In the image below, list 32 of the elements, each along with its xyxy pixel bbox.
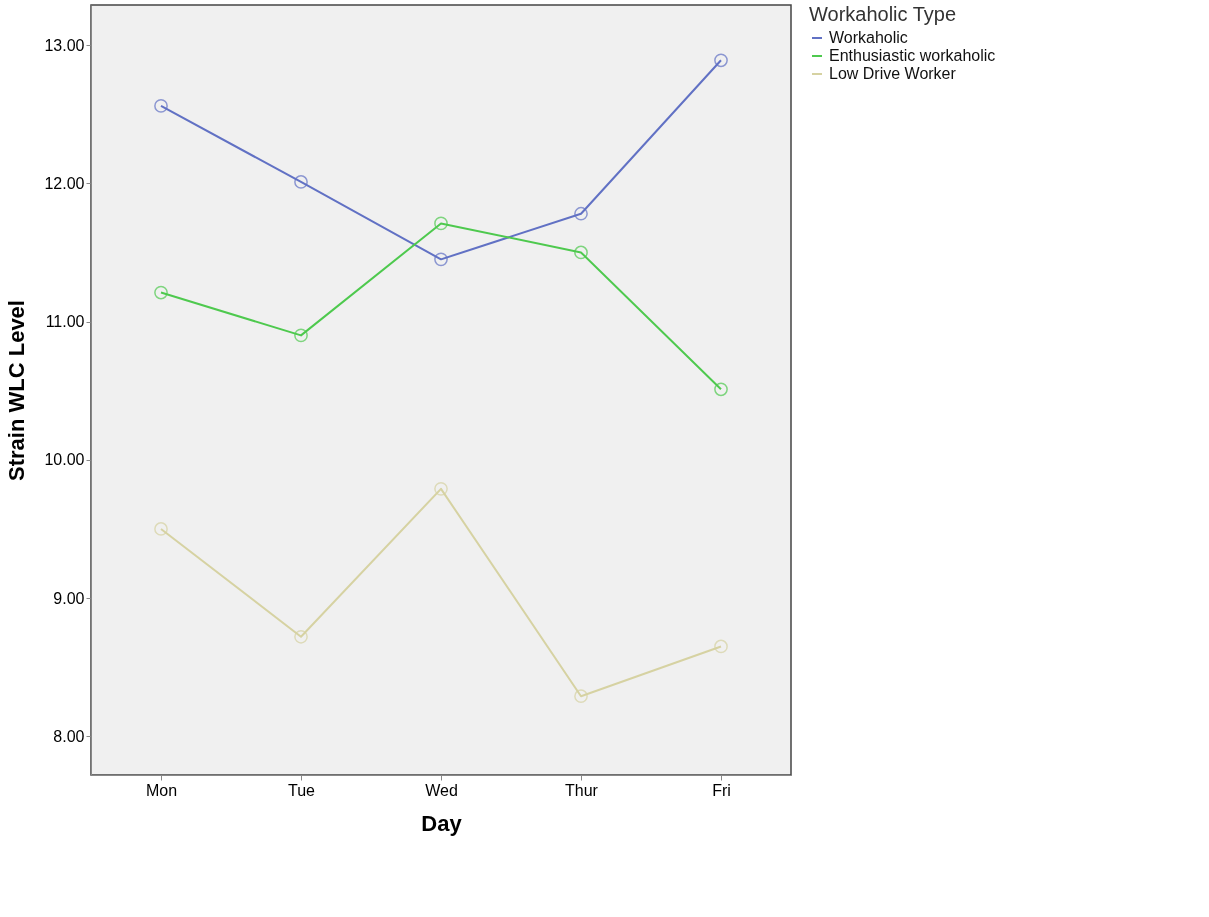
point	[574, 206, 588, 221]
point	[434, 252, 448, 267]
point	[294, 328, 308, 343]
point	[154, 99, 168, 113]
legend-label: Low Drive Worker	[829, 65, 957, 82]
legend-label: Enthusiastic workaholic	[829, 47, 996, 64]
x-tick-label: Mon	[145, 781, 178, 799]
x-axis-title: Day	[421, 810, 463, 836]
x-tick-label: Thur	[565, 781, 599, 799]
y-tick-label: 10.00	[44, 451, 85, 469]
y-tick-label: 12.00	[44, 174, 85, 192]
point	[294, 175, 308, 189]
legend-title: Workaholic Type	[809, 3, 957, 25]
point	[294, 629, 308, 644]
point	[574, 689, 588, 704]
y-tick-label: 8.00	[53, 727, 85, 745]
point	[714, 639, 728, 654]
y-axis-title: Strain WLC Level	[4, 300, 30, 481]
point	[714, 53, 728, 68]
point	[434, 481, 448, 496]
y-tick-label: 13.00	[44, 36, 85, 54]
legend-label: Workaholic	[829, 29, 908, 46]
point	[574, 245, 588, 260]
x-tick-label: Wed	[425, 781, 458, 799]
point	[154, 285, 168, 300]
x-tick-label: Tue	[288, 781, 316, 799]
point	[154, 522, 168, 536]
y-tick-label: 9.00	[53, 589, 85, 607]
x-tick-label: Fri	[712, 781, 731, 799]
y-tick-label: 11.00	[45, 313, 85, 331]
point	[714, 382, 728, 397]
point	[434, 216, 448, 231]
